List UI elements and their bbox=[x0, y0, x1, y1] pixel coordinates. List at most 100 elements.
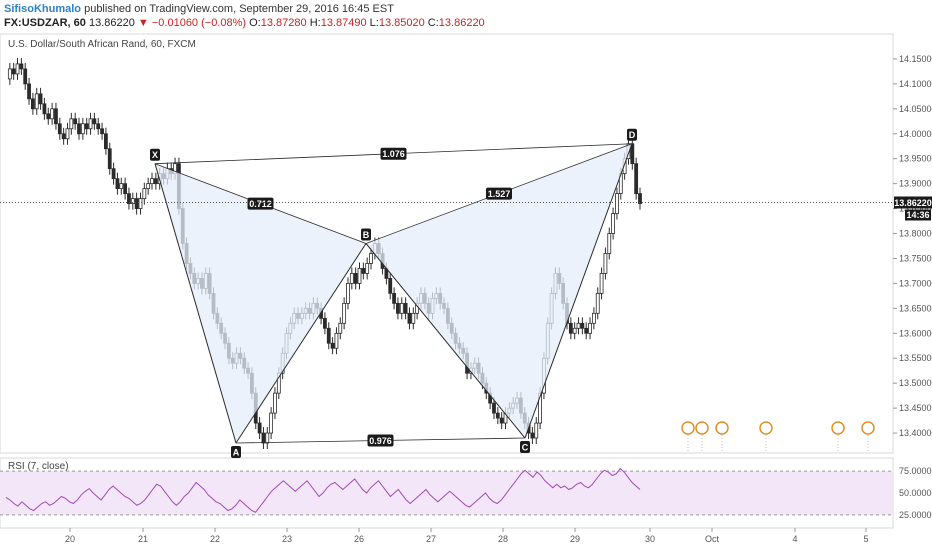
x-tick-label: 26 bbox=[354, 534, 364, 544]
change-value: ▼ −0.01060 (−0.08%) bbox=[137, 17, 247, 29]
candle-body bbox=[111, 168, 116, 180]
ratio-box bbox=[247, 197, 274, 210]
x-tick-label: 30 bbox=[645, 534, 655, 544]
y-tick-label: 14.00000 bbox=[899, 129, 932, 139]
candle-body bbox=[19, 63, 24, 70]
y-tick-label: 14.10000 bbox=[899, 79, 932, 89]
candle-body bbox=[80, 123, 85, 135]
candle-body bbox=[69, 118, 74, 130]
ratio-label: 1.076 bbox=[382, 149, 405, 159]
candle-body bbox=[38, 93, 43, 105]
candle-body bbox=[146, 183, 151, 190]
open-label: O: bbox=[249, 17, 261, 29]
pattern-point-label: D bbox=[629, 130, 636, 140]
x-tick-label: 28 bbox=[498, 534, 508, 544]
candle-body bbox=[615, 193, 619, 214]
countdown-box bbox=[905, 209, 931, 221]
candle-body bbox=[127, 193, 131, 204]
candle-body bbox=[42, 103, 47, 115]
x-tick-label: 29 bbox=[570, 534, 580, 544]
ratio-box bbox=[380, 147, 407, 160]
pattern-leg bbox=[365, 243, 526, 439]
candle-body bbox=[27, 83, 31, 100]
ratio-label: 1.527 bbox=[488, 189, 511, 199]
author-link[interactable]: SifisoKhumalo bbox=[4, 3, 82, 15]
ratio-label: 0.976 bbox=[369, 436, 392, 446]
candle-body bbox=[499, 417, 504, 424]
candle-body bbox=[123, 183, 128, 195]
candle-body bbox=[603, 253, 608, 274]
last-price-box bbox=[894, 196, 932, 209]
rsi-label: RSI (7, close) bbox=[8, 461, 69, 472]
candle-body bbox=[611, 213, 616, 234]
candle-body bbox=[138, 198, 143, 209]
pattern-xab-fill bbox=[155, 163, 366, 444]
pattern-point-box bbox=[231, 446, 241, 459]
candle-body bbox=[100, 128, 104, 135]
chart-header: SifisoKhumalo published on TradingView.c… bbox=[4, 2, 394, 17]
rsi-tick-label: 50.0000 bbox=[899, 488, 932, 498]
y-tick-label: 13.80000 bbox=[899, 229, 932, 239]
candle-body bbox=[588, 322, 592, 334]
low-value: 13.85020 bbox=[378, 17, 425, 29]
candle-body bbox=[330, 342, 335, 349]
candle-body bbox=[65, 128, 70, 140]
candle-body bbox=[388, 278, 393, 294]
candle-body bbox=[392, 292, 396, 304]
candle-body bbox=[353, 273, 358, 284]
candle-body bbox=[23, 68, 28, 85]
ratio-box bbox=[486, 187, 512, 200]
x-tick-label: 22 bbox=[210, 534, 220, 544]
candle-body bbox=[396, 302, 400, 314]
candle-body bbox=[134, 198, 139, 209]
candle-body bbox=[50, 108, 55, 120]
candle-body bbox=[607, 233, 612, 254]
candle-body bbox=[273, 392, 277, 414]
candle-body bbox=[92, 118, 97, 125]
economic-event-icon bbox=[715, 421, 729, 435]
candle-body bbox=[115, 178, 120, 190]
last-price-label: 13.86220 bbox=[894, 198, 932, 208]
high-value: 13.87490 bbox=[320, 17, 367, 29]
y-tick-label: 13.65000 bbox=[899, 303, 932, 313]
candle-body bbox=[104, 133, 108, 150]
economic-event-icon bbox=[759, 421, 773, 435]
candle-body bbox=[107, 148, 112, 170]
ohlc-line: FX:USDZAR, 60 13.86220 ▼ −0.01060 (−0.08… bbox=[4, 16, 485, 31]
candle-body bbox=[572, 327, 577, 334]
pattern-point-label: B bbox=[363, 230, 370, 240]
publish-info: published on TradingView.com, September … bbox=[84, 3, 394, 15]
x-tick-label: 27 bbox=[426, 534, 436, 544]
candle-body bbox=[403, 302, 408, 314]
rsi-band bbox=[0, 471, 893, 515]
candle-body bbox=[638, 193, 642, 204]
pattern-point-box bbox=[627, 128, 637, 141]
candle-body bbox=[265, 432, 270, 444]
rsi-tick-label: 75.0000 bbox=[899, 466, 932, 476]
candle-body bbox=[411, 312, 416, 324]
y-tick-label: 13.70000 bbox=[899, 278, 932, 288]
close-label: C: bbox=[427, 17, 439, 29]
x-tick-label: 5 bbox=[863, 534, 868, 544]
candle-body bbox=[338, 322, 343, 334]
candle-body bbox=[568, 322, 573, 334]
candle-body bbox=[96, 123, 101, 130]
economic-event-icon bbox=[831, 421, 845, 435]
candle-body bbox=[54, 108, 58, 125]
candle-body bbox=[11, 68, 16, 75]
economic-event-icon bbox=[861, 421, 875, 435]
open-value: 13.87280 bbox=[260, 17, 307, 29]
candle-body bbox=[580, 322, 585, 329]
candle-body bbox=[150, 178, 154, 185]
pattern-leg bbox=[235, 243, 367, 444]
candle-body bbox=[46, 113, 51, 120]
candle-body bbox=[269, 412, 274, 434]
candle-body bbox=[599, 273, 604, 294]
ratio-box bbox=[367, 434, 394, 447]
candle-body bbox=[346, 283, 350, 304]
candle-body bbox=[492, 402, 496, 414]
close-value: 13.86220 bbox=[438, 17, 485, 29]
candle-body bbox=[153, 178, 158, 185]
pattern-leg bbox=[524, 143, 633, 439]
